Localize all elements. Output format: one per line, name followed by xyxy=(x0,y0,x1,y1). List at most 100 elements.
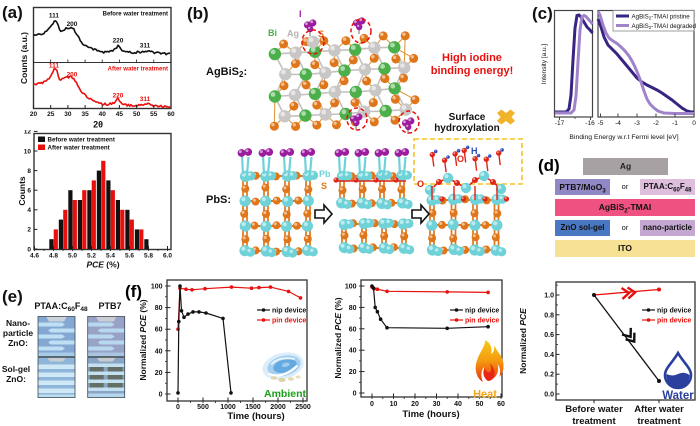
svg-text:0: 0 xyxy=(159,392,163,399)
svg-text:Heat: Heat xyxy=(473,389,497,401)
svg-text:Sol-gel: Sol-gel xyxy=(2,364,30,374)
svg-text:80: 80 xyxy=(155,305,163,312)
svg-text:40: 40 xyxy=(349,348,357,355)
svg-text:30: 30 xyxy=(433,401,441,408)
svg-text:55: 55 xyxy=(150,111,158,118)
svg-text:5.2: 5.2 xyxy=(87,253,96,260)
svg-text:5.0: 5.0 xyxy=(68,253,77,260)
svg-text:AgBiS2-TMAI pristine: AgBiS2-TMAI pristine xyxy=(632,13,691,20)
svg-text:200: 200 xyxy=(67,72,78,79)
svg-text:20: 20 xyxy=(349,369,357,376)
svg-text:-3: -3 xyxy=(634,120,640,127)
svg-text:PTB7: PTB7 xyxy=(98,301,121,311)
svg-text:6: 6 xyxy=(27,188,31,195)
svg-text:O: O xyxy=(457,154,464,164)
svg-text:2500: 2500 xyxy=(295,404,311,411)
svg-text:Before water: Before water xyxy=(565,404,623,415)
svg-text:8: 8 xyxy=(27,168,31,175)
svg-text:0: 0 xyxy=(27,246,31,253)
svg-text:0.6: 0.6 xyxy=(544,332,554,339)
svg-text:6.0: 6.0 xyxy=(163,253,172,260)
svg-text:After water treatment: After water treatment xyxy=(48,145,110,152)
svg-text:pin device: pin device xyxy=(272,318,306,325)
svg-text:5.4: 5.4 xyxy=(106,253,115,260)
svg-text:Time (hours): Time (hours) xyxy=(402,409,459,420)
svg-text:pin device: pin device xyxy=(657,318,691,325)
svg-text:S: S xyxy=(321,181,327,191)
svg-text:35: 35 xyxy=(81,111,89,118)
svg-text:200: 200 xyxy=(67,21,78,28)
svg-text:4.6: 4.6 xyxy=(30,253,39,260)
svg-text:High iodine: High iodine xyxy=(442,52,502,64)
svg-text:4: 4 xyxy=(27,207,31,214)
svg-text:Before water treatment: Before water treatment xyxy=(103,12,168,18)
svg-text:60: 60 xyxy=(497,401,505,408)
svg-text:(e): (e) xyxy=(2,287,23,306)
svg-text:10: 10 xyxy=(390,401,398,408)
svg-text:1.0: 1.0 xyxy=(544,293,554,300)
svg-text:After water treatment: After water treatment xyxy=(108,67,168,73)
svg-text:500: 500 xyxy=(197,404,209,411)
svg-text:pin device: pin device xyxy=(465,318,499,325)
svg-text:-1: -1 xyxy=(672,120,678,127)
svg-text:0.2: 0.2 xyxy=(544,372,554,379)
svg-text:0: 0 xyxy=(692,120,696,127)
svg-text:Water: Water xyxy=(662,390,694,402)
svg-text:45: 45 xyxy=(116,111,124,118)
svg-text:220: 220 xyxy=(113,93,124,100)
svg-text:PCE (%): PCE (%) xyxy=(86,260,119,270)
svg-text:-16: -16 xyxy=(585,120,595,127)
svg-text:Normalized PCE (%): Normalized PCE (%) xyxy=(333,297,343,378)
svg-text:nip device: nip device xyxy=(465,308,499,315)
svg-text:Binding Energy w.r.t Fermi lev: Binding Energy w.r.t Fermi level [eV] xyxy=(569,134,678,141)
svg-text:Ag: Ag xyxy=(287,29,299,39)
svg-text:nip device: nip device xyxy=(272,308,306,315)
svg-text:-17: -17 xyxy=(555,120,565,127)
svg-text:2: 2 xyxy=(27,227,31,234)
svg-text:treatment: treatment xyxy=(637,416,681,426)
svg-text:Normalized PCE: Normalized PCE xyxy=(518,308,528,374)
svg-text:ZnO:: ZnO: xyxy=(6,374,26,384)
svg-text:Counts: Counts xyxy=(17,176,27,206)
svg-text:Pb: Pb xyxy=(319,169,331,179)
svg-text:binding energy!: binding energy! xyxy=(431,65,514,77)
svg-text:Before water treatment: Before water treatment xyxy=(48,137,115,144)
svg-text:50: 50 xyxy=(133,111,141,118)
svg-text:30: 30 xyxy=(64,111,72,118)
svg-text:111: 111 xyxy=(49,13,60,20)
svg-text:0.4: 0.4 xyxy=(544,352,554,359)
svg-text:50: 50 xyxy=(476,401,484,408)
svg-text:AgBiS2-TMAI degraded: AgBiS2-TMAI degraded xyxy=(632,23,697,30)
svg-text:0.0: 0.0 xyxy=(544,392,554,399)
svg-text:ZnO:: ZnO: xyxy=(8,338,28,348)
svg-text:Surface: Surface xyxy=(449,112,486,123)
svg-text:5.6: 5.6 xyxy=(125,253,134,260)
svg-text:100: 100 xyxy=(151,284,163,291)
svg-text:PTAA:C60F48: PTAA:C60F48 xyxy=(34,301,88,313)
svg-text:1000: 1000 xyxy=(220,404,236,411)
svg-text:Intensity [a.u.]: Intensity [a.u.] xyxy=(541,44,548,85)
svg-text:treatment: treatment xyxy=(572,416,616,426)
svg-text:AgBiS2:: AgBiS2: xyxy=(206,66,247,79)
svg-text:1500: 1500 xyxy=(245,404,261,411)
svg-text:40: 40 xyxy=(454,401,462,408)
svg-text:80: 80 xyxy=(349,305,357,312)
svg-text:20: 20 xyxy=(30,111,38,118)
svg-text:After water: After water xyxy=(634,404,684,415)
svg-text:20: 20 xyxy=(411,401,419,408)
svg-text:40: 40 xyxy=(155,348,163,355)
svg-text:-5: -5 xyxy=(598,120,604,127)
svg-text:111: 111 xyxy=(49,63,60,70)
svg-text:60: 60 xyxy=(167,111,175,118)
svg-text:-2: -2 xyxy=(653,120,659,127)
svg-text:2θ: 2θ xyxy=(93,120,103,130)
svg-text:311: 311 xyxy=(140,96,151,103)
svg-text:particle: particle xyxy=(3,328,34,338)
svg-text:0: 0 xyxy=(353,391,357,398)
svg-text:100: 100 xyxy=(345,284,357,291)
svg-text:60: 60 xyxy=(155,327,163,334)
svg-text:25: 25 xyxy=(47,111,55,118)
svg-text:O: O xyxy=(417,179,424,189)
svg-text:Time (hours): Time (hours) xyxy=(227,411,284,422)
svg-text:4.8: 4.8 xyxy=(49,253,58,260)
